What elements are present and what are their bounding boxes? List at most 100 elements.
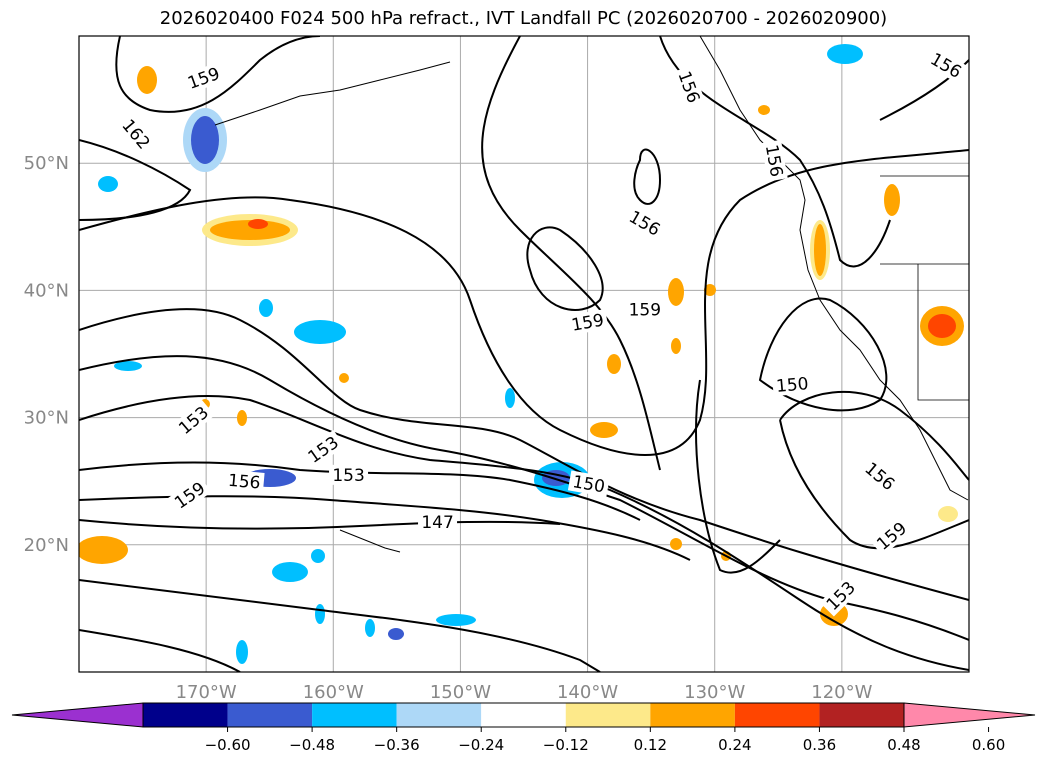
map-frame [78,35,970,673]
north-america-west-coast [699,36,969,501]
contour-label-group: 150 [567,470,610,497]
contour-label-bg [566,308,609,336]
neg-patch [505,388,515,408]
colorbar: −0.60 −0.48 −0.36 −0.24 −0.12 0.12 0.24 0.36 0.4… [11,702,1036,754]
contour-label-bg [301,430,345,469]
contour-label-bg [673,65,706,109]
lon-tick-label: 170°W [176,682,237,703]
lat-tick-label: 20°N [24,535,69,556]
colorbar-segment [734,703,820,727]
pos-patch [668,278,684,306]
hawaiian-islands [339,529,401,553]
contour-line [779,390,969,550]
political-boundaries [880,175,969,401]
contour-label-group: 159 [625,299,665,320]
colorbar-tick-label: 0.60 [972,736,1005,754]
pos-patch [671,338,681,354]
contour-label-bg [329,464,369,485]
contour-label: 153 [332,466,364,486]
contour-line [79,395,969,671]
longitude-labels: 170°W 160°W 150°W 140°W 130°W 120°W [176,682,873,703]
pos-patch [137,66,157,94]
colorbar-segment [481,703,566,727]
neg-patch [365,619,375,637]
neg-patch [98,176,118,192]
neg-patch [294,320,346,344]
pos-patch [814,224,826,276]
contour-label-group: 153 [329,464,369,486]
aleutian-islands [214,61,451,126]
colorbar-tick-label: 0.36 [803,736,836,754]
contour-label-bg [625,299,665,320]
contour-label-bg [567,470,610,497]
neg-patch [236,640,248,664]
lat-tick-label: 30°N [24,408,69,429]
lon-tick-label: 150°W [430,682,491,703]
colorbar-segment [312,703,397,727]
contour-label-bg [819,574,862,617]
colorbar-segment [143,703,228,727]
contour-label: 156 [227,471,261,494]
contour-line [115,36,321,113]
colorbar-tick-label: 0.12 [634,736,667,754]
contour-line [79,139,192,221]
lon-tick-label: 130°W [684,682,745,703]
neg-patch [114,361,142,371]
pos-patch [248,219,268,229]
contour-label-group: 150 [771,372,813,397]
latitude-labels: 50°N 40°N 30°N 20°N [24,153,69,556]
contour-line [758,297,888,412]
neg-patch [272,562,308,582]
lon-tick-label: 140°W [557,682,618,703]
neg-patch [311,549,325,563]
colorbar-extend-high [903,702,1036,728]
pos-patch [607,354,621,374]
colorbar-tick-label: 0.48 [887,736,920,754]
contour-line [79,579,601,672]
contour-line [659,36,891,268]
contour-line [79,308,969,601]
contour-label-bg [870,515,913,557]
pos-patch [704,284,716,296]
pos-patch [758,105,770,115]
colorbar-segment [819,703,904,727]
contour-label-group: 147 [418,511,458,533]
pos-patch [928,314,956,338]
contour-label: 150 [775,374,809,397]
colorbar-tick-label: −0.60 [205,736,251,754]
contour-label-group: 159 [566,308,609,336]
contour-label-bg [761,139,788,182]
pos-patch [79,536,128,564]
map-background [79,36,969,672]
contour-label-bg [771,372,813,397]
contour-label: 147 [421,513,453,533]
pos-patch [339,373,349,383]
lon-tick-label: 160°W [303,682,364,703]
lon-tick-label: 120°W [811,682,872,703]
contour-label-bg [172,399,215,441]
colorbar-extend-low [11,702,144,728]
pos-patch [590,422,618,438]
neg-patch [259,299,273,317]
colorbar-tick-label: −0.12 [543,736,589,754]
neg-patch [191,116,219,164]
colorbar-segment [650,703,735,727]
pos-patch [670,538,682,550]
colorbar-segment [565,703,651,727]
colorbar-outline [142,702,905,728]
contour-line [695,379,781,574]
colorbar-tick-label: −0.48 [289,736,335,754]
contour-line [633,148,662,205]
contour-line [526,226,604,311]
contour-label-bg [418,511,458,532]
neg-patch [827,44,863,64]
contour-label-group: 156 [223,469,265,494]
contour-label-bg [181,61,226,95]
contour-line [79,519,561,530]
contour-line [79,461,641,521]
gridlines [79,36,969,672]
contour-label-bg [116,112,157,156]
colorbar-segment [396,703,482,727]
contour-label: 159 [629,300,661,320]
